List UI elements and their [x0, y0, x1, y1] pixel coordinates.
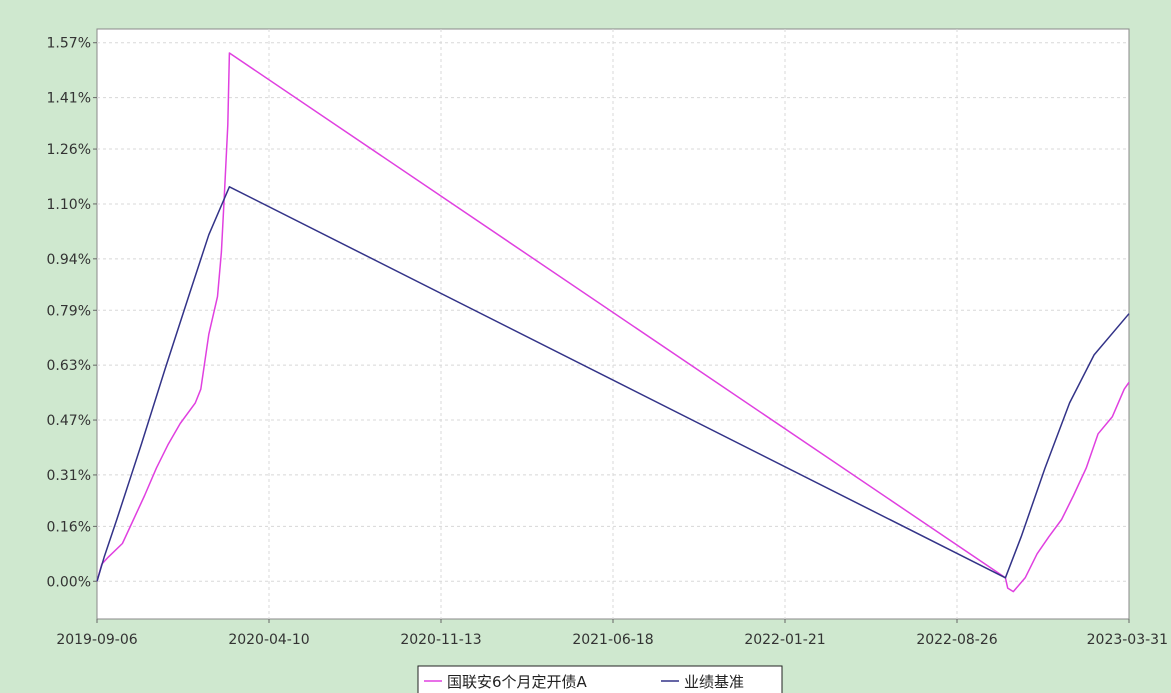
legend: 国联安6个月定开债A 业绩基准: [417, 665, 783, 693]
legend-label-benchmark: 业绩基准: [684, 673, 744, 691]
y-tick-label: 0.16%: [47, 519, 91, 535]
x-tick-label: 2022-08-26: [916, 632, 997, 648]
x-tick-label: 2019-09-06: [56, 632, 137, 648]
y-tick-label: 1.57%: [47, 36, 91, 52]
y-tick-label: 0.00%: [47, 574, 91, 590]
legend-box: [417, 665, 783, 693]
x-tick-label: 2021-06-18: [572, 632, 653, 648]
x-tick-label: 2023-03-31: [1087, 632, 1168, 648]
x-axis: 2019-09-06 2020-04-10 2020-11-13 2021-06-18…: [56, 619, 1168, 648]
y-tick-label: 0.94%: [47, 252, 91, 268]
series-line-benchmark: [96, 186, 1130, 582]
y-tick-label: 0.47%: [47, 413, 91, 429]
series-layer: [96, 52, 1130, 593]
series-line-fund: [96, 52, 1130, 593]
x-tick-label: 2022-01-21: [744, 632, 825, 648]
y-tick-label: 0.63%: [47, 358, 91, 374]
y-axis: 0.00% 0.16% 0.31% 0.47% 0.63% 0.79% 0.94% 1.10%…: [47, 36, 97, 590]
y-tick-label: 1.10%: [47, 197, 91, 213]
grid-lines: [97, 29, 1129, 619]
y-tick-label: 0.79%: [47, 303, 91, 319]
legend-label-fund: 国联安6个月定开债A: [447, 673, 588, 691]
y-tick-label: 0.31%: [47, 468, 91, 484]
y-tick-label: 1.41%: [47, 91, 91, 107]
x-tick-label: 2020-11-13: [400, 632, 481, 648]
x-tick-label: 2020-04-10: [228, 632, 309, 648]
y-tick-label: 1.26%: [47, 142, 91, 158]
